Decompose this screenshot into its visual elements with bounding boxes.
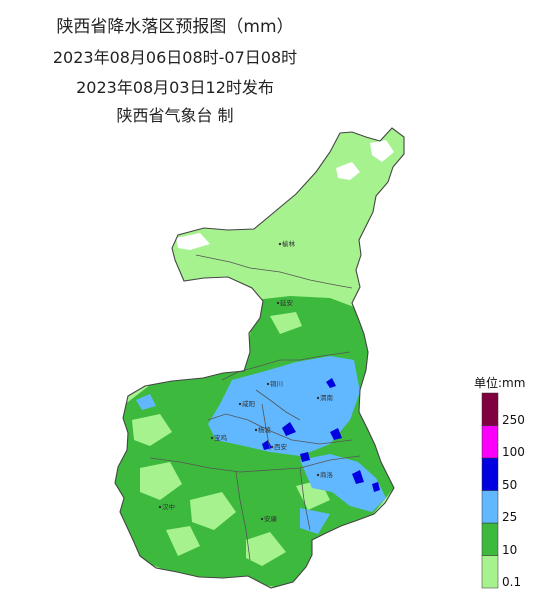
city-label: 商洛 (320, 470, 334, 479)
legend-swatch (481, 425, 499, 459)
city-dot (278, 242, 282, 246)
city-dot (316, 473, 320, 477)
map-title: 陕西省降水落区预报图（mm） (56, 17, 294, 37)
legend-swatch (481, 457, 499, 491)
rain-zone-0-1 (246, 532, 286, 566)
legend-tick-label: 100 (502, 445, 525, 459)
rain-zone-50 (326, 378, 336, 388)
rain-zone-25 (208, 356, 360, 456)
rain-zone-50 (300, 452, 310, 462)
city-label: 汉中 (162, 502, 175, 511)
legend-swatch (481, 392, 499, 426)
city-dot (276, 301, 280, 305)
city-label: 延安 (280, 298, 294, 307)
city-label: 咸阳 (242, 399, 255, 408)
city-label: 宝鸡 (214, 433, 228, 442)
legend-tick-label: 250 (502, 412, 525, 427)
no-rain-area (336, 162, 360, 180)
city-dot (158, 505, 162, 509)
legend-swatch (481, 490, 499, 524)
rain-fields (115, 128, 404, 588)
rain-zone-0-1 (270, 312, 302, 334)
rain-zone-0-1 (132, 414, 172, 446)
rain-zone-25 (300, 454, 386, 512)
forecast-period: 2023年08月06日08时-07日08时 (52, 48, 298, 67)
rain-zone-50 (282, 422, 296, 436)
city-label: 榆林 (282, 239, 296, 248)
city-dot (260, 517, 264, 521)
issue-time: 2023年08月03日12时发布 (76, 78, 274, 97)
rain-zone-50 (372, 482, 380, 492)
city-dot (210, 436, 214, 440)
city-label: 西安 (274, 442, 288, 451)
no-rain-area (370, 140, 394, 162)
legend-title: 单位:mm (474, 376, 526, 390)
province-boundary (114, 127, 405, 589)
city-label: 杨凌 (258, 425, 272, 434)
rain-zone-25 (300, 508, 330, 534)
legend-tick-label: 50 (502, 477, 518, 492)
rain-zone-0-1 (140, 462, 182, 500)
city-dot (316, 396, 320, 400)
no-rain-area (176, 233, 210, 250)
city-dot (270, 445, 274, 449)
legend-color-bar (481, 392, 499, 589)
issuer: 陕西省气象台 制 (116, 106, 234, 125)
city-dot (254, 428, 258, 432)
city-label: 渭南 (320, 393, 334, 402)
city-label: 安康 (264, 514, 278, 523)
legend-tick-label: 25 (502, 510, 518, 524)
legend-swatch (481, 522, 499, 556)
rain-zone-25 (136, 394, 156, 410)
city-label: 铜川 (270, 379, 283, 388)
legend-tick-label: 0.1 (502, 575, 522, 589)
legend-swatch (481, 555, 499, 589)
rain-zone-50 (352, 470, 364, 484)
rain-zone-0-1 (166, 526, 200, 556)
city-dot (266, 382, 270, 386)
legend-tick-label: 10 (502, 542, 518, 557)
rain-zone-50 (330, 428, 342, 440)
city-dot (238, 402, 242, 406)
rain-zone-0-1 (190, 492, 236, 530)
